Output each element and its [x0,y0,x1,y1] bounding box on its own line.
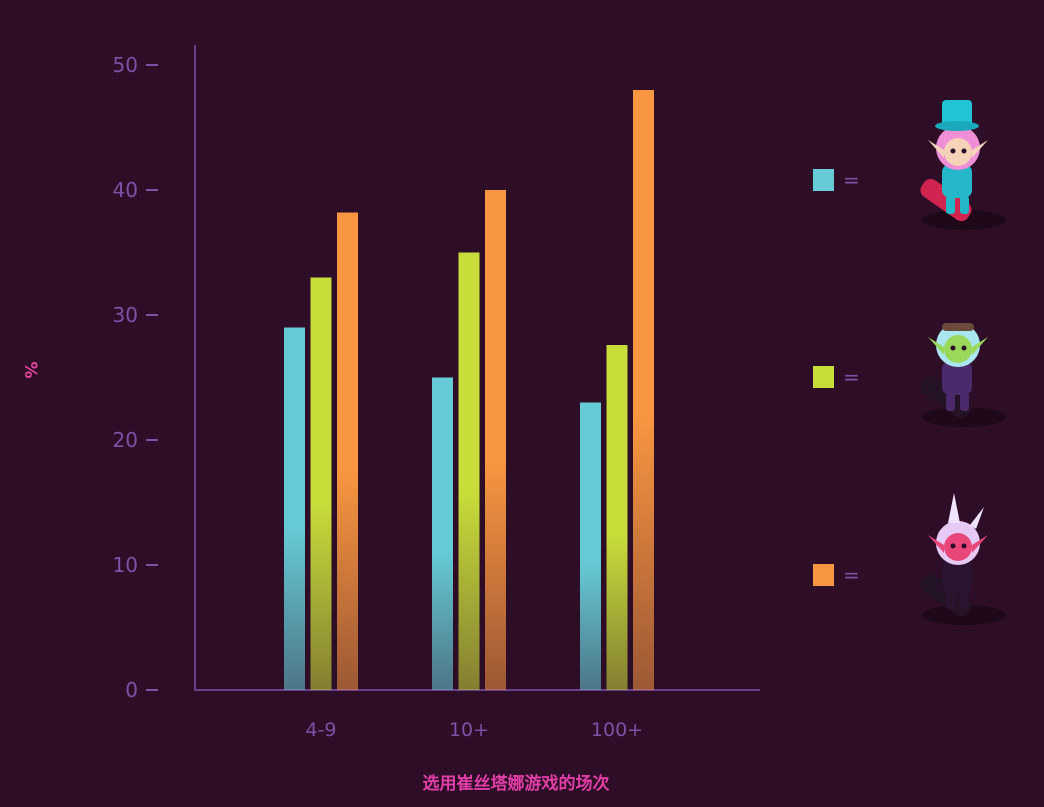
y-tick-label: 0 [125,678,138,702]
bar-10+-series-3 [485,190,506,690]
legend-swatch [813,564,834,586]
bar-4-9-series-3 [337,212,358,690]
legend-swatch [813,169,834,191]
legend-item-3: = [813,493,1006,625]
x-tick-label: 4-9 [305,719,336,741]
legend-equals: = [843,563,860,587]
bar-100+-series-2 [606,345,628,690]
bar-4-9-series-1 [284,327,305,690]
bar-100+-series-1 [580,402,601,690]
bar-10+-series-1 [432,377,453,690]
y-tick-label: 20 [113,428,138,452]
bar-4-9-series-2 [310,277,332,690]
tristana-punk-skin-icon [920,323,1006,427]
legend-equals: = [843,168,860,192]
legend-equals: = [843,365,860,389]
x-axis-title: 选用崔丝塔娜游戏的场次 [423,773,610,794]
legend-item-2: = [813,323,1006,427]
x-tick-label: 100+ [591,719,643,741]
x-tick-label: 10+ [449,719,489,741]
bar-10+-series-2 [458,252,480,690]
y-tick-label: 50 [113,53,138,77]
x-axis-tick-labels: 4-9 10+ 100+ [305,719,643,741]
y-tick-label: 40 [113,178,138,202]
y-tick-label: 10 [113,553,138,577]
y-tick-label: 30 [113,303,138,327]
legend-swatch [813,366,834,388]
tristana-demon-skin-icon [920,493,1006,625]
tristana-candy-skin-icon [920,100,1006,230]
y-axis-ticks: 0 10 20 30 40 50 [113,53,158,702]
bar-100+-series-3 [633,90,654,690]
y-axis-title: % [20,361,40,378]
bars-group [284,90,654,690]
legend: = = = [813,100,1006,625]
legend-item-1: = [813,100,1006,230]
